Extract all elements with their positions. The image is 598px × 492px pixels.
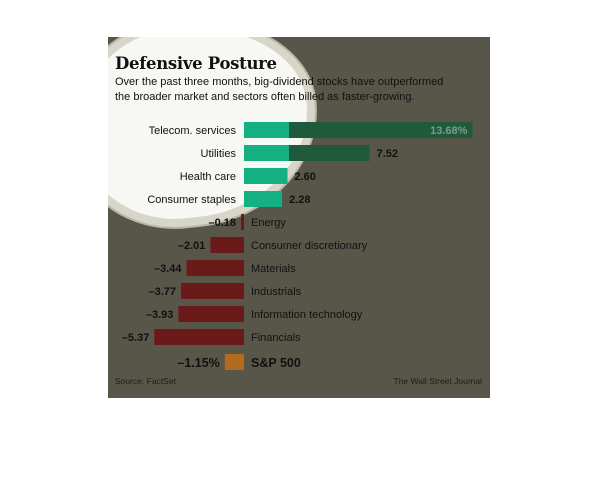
chart-subtitle-line-1: Over the past three months, big-dividend…	[115, 76, 444, 88]
bar-chart: Telecom. services 13.68% Utilities 7.52 Heal…	[122, 122, 473, 370]
value-label-2: 2.60	[294, 171, 315, 183]
category-label-9: Financials	[251, 332, 301, 344]
category-label-3: Consumer staples	[147, 194, 236, 206]
value-label-6: –3.44	[154, 263, 182, 275]
bar-9	[154, 329, 244, 345]
bar-4	[240, 214, 244, 230]
category-label-benchmark: S&P 500	[251, 356, 301, 370]
value-label-benchmark: –1.15%	[177, 356, 219, 370]
value-label-7: –3.77	[149, 286, 177, 298]
category-label-6: Materials	[251, 263, 296, 275]
value-label-3: 2.28	[289, 194, 310, 206]
category-label-7: Industrials	[251, 286, 302, 298]
bar-highlight-0	[244, 122, 289, 138]
bar-5	[210, 237, 244, 253]
value-label-5: –2.01	[178, 240, 206, 252]
bar-6	[186, 260, 244, 276]
value-label-1: 7.52	[377, 148, 398, 160]
category-label-8: Information technology	[251, 309, 363, 321]
category-label-5: Consumer discretionary	[251, 240, 368, 252]
category-label-0: Telecom. services	[149, 125, 237, 137]
chart-title: Defensive Posture	[115, 54, 277, 73]
bar-8	[178, 306, 244, 322]
chart-card: Defensive Posture Over the past three mo…	[108, 37, 490, 398]
category-label-2: Health care	[180, 171, 236, 183]
category-label-4: Energy	[251, 217, 286, 229]
source-note: Source: FactSet	[115, 376, 176, 386]
bar-benchmark	[224, 354, 244, 370]
chart-subtitle-line-2: the broader market and sectors often bil…	[115, 91, 415, 103]
bar-0	[244, 122, 473, 138]
bar-highlight-1	[244, 145, 289, 161]
value-label-9: –5.37	[122, 332, 150, 344]
bar-highlight-3	[244, 191, 283, 207]
bar-highlight-2	[244, 168, 288, 184]
value-label-8: –3.93	[146, 309, 174, 321]
category-label-1: Utilities	[201, 148, 237, 160]
value-label-4: –0.18	[208, 217, 236, 229]
value-label-0: 13.68%	[430, 125, 468, 137]
publisher-credit: The Wall Street Journal	[393, 376, 483, 386]
bar-7	[181, 283, 244, 299]
